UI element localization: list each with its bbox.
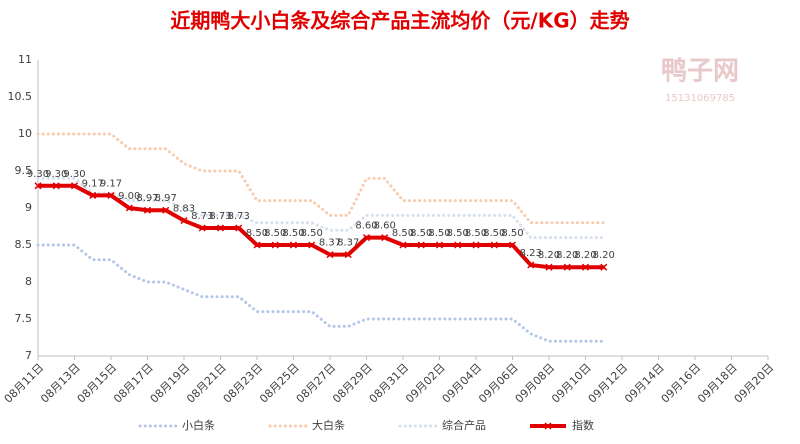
point-marker: [417, 241, 425, 249]
point-marker: [216, 224, 225, 232]
value-label: 9.00: [118, 191, 140, 202]
point-marker: [162, 206, 170, 214]
point-marker: [34, 182, 42, 190]
point-marker: [308, 241, 316, 249]
value-label: 8.50: [428, 228, 450, 239]
y-tick-label: 9.5: [15, 164, 33, 177]
value-label: 8.37: [319, 238, 341, 249]
value-label: 8.50: [483, 228, 505, 239]
point-marker: [527, 261, 535, 269]
y-tick-label: 8.5: [15, 238, 33, 251]
value-label: 8.20: [593, 250, 615, 261]
y-tick-label: 7: [25, 349, 32, 362]
point-marker: [52, 182, 60, 190]
y-tick-label: 7.5: [15, 312, 33, 325]
legend-label: 指数: [572, 418, 594, 432]
value-label: 8.60: [374, 221, 396, 232]
point-marker: [381, 234, 389, 242]
value-label: 8.50: [465, 228, 487, 239]
point-marker: [180, 217, 188, 225]
point-marker: [89, 191, 97, 199]
legend-label: 小白条: [182, 418, 215, 432]
watermark: 鸭子网: [661, 57, 739, 87]
x-tick-label: 09月20日: [732, 361, 777, 406]
value-label: 8.50: [501, 228, 523, 239]
point-marker: [399, 241, 407, 249]
point-marker: [198, 224, 206, 232]
point-marker: [362, 234, 371, 242]
value-label: 8.50: [301, 228, 323, 239]
value-label: 9.17: [100, 178, 122, 189]
y-tick-label: 8: [25, 275, 32, 288]
value-label: 8.73: [209, 211, 231, 222]
y-tick-label: 9: [25, 201, 32, 214]
value-label: 8.23: [520, 248, 542, 259]
point-marker: [107, 191, 115, 199]
value-label: 9.30: [27, 169, 49, 180]
series-line: [36, 132, 606, 225]
value-label: 8.60: [355, 221, 377, 232]
value-label: 8.50: [392, 228, 414, 239]
chart-title: 近期鸭大小白条及综合产品主流均价（元/KG）走势: [170, 9, 629, 33]
point-marker: [581, 263, 590, 271]
point-marker: [545, 263, 553, 271]
y-tick-label: 10.5: [8, 90, 33, 103]
series-line: [36, 243, 606, 343]
value-label: 8.50: [264, 228, 286, 239]
point-marker: [344, 251, 352, 259]
value-label: 8.20: [538, 250, 560, 261]
value-label: 8.50: [410, 228, 432, 239]
series-line: [38, 183, 604, 270]
y-tick-label: 10: [18, 127, 32, 140]
point-marker: [454, 241, 462, 249]
point-marker: [143, 206, 152, 214]
series-line: [36, 176, 606, 240]
value-label: 9.17: [82, 178, 104, 189]
point-marker: [472, 241, 480, 249]
watermark-phone: 15131069785: [665, 93, 735, 104]
y-tick-label: 11: [18, 53, 32, 66]
legend-marker: [544, 422, 552, 430]
legend-label: 大白条: [312, 418, 345, 432]
point-marker: [600, 263, 608, 271]
value-label: 9.30: [63, 169, 85, 180]
value-label: 8.73: [228, 211, 250, 222]
point-marker: [125, 204, 133, 212]
point-marker: [326, 251, 334, 259]
point-marker: [508, 241, 517, 249]
point-marker: [289, 241, 298, 249]
value-label: 8.37: [337, 238, 359, 249]
point-marker: [563, 263, 571, 271]
point-marker: [253, 241, 261, 249]
value-label: 8.97: [136, 193, 158, 204]
value-label: 8.20: [556, 250, 578, 261]
value-label: 8.20: [574, 250, 596, 261]
value-label: 8.50: [447, 228, 469, 239]
value-label: 8.50: [246, 228, 268, 239]
point-marker: [235, 224, 243, 232]
point-marker: [70, 182, 79, 190]
point-marker: [271, 241, 279, 249]
value-label: 8.73: [191, 211, 213, 222]
point-marker: [490, 241, 498, 249]
point-marker: [435, 241, 444, 249]
value-label: 8.83: [173, 204, 195, 215]
legend-label: 综合产品: [442, 418, 486, 432]
value-label: 8.50: [282, 228, 304, 239]
value-label: 8.97: [155, 193, 177, 204]
value-label: 9.30: [45, 169, 67, 180]
